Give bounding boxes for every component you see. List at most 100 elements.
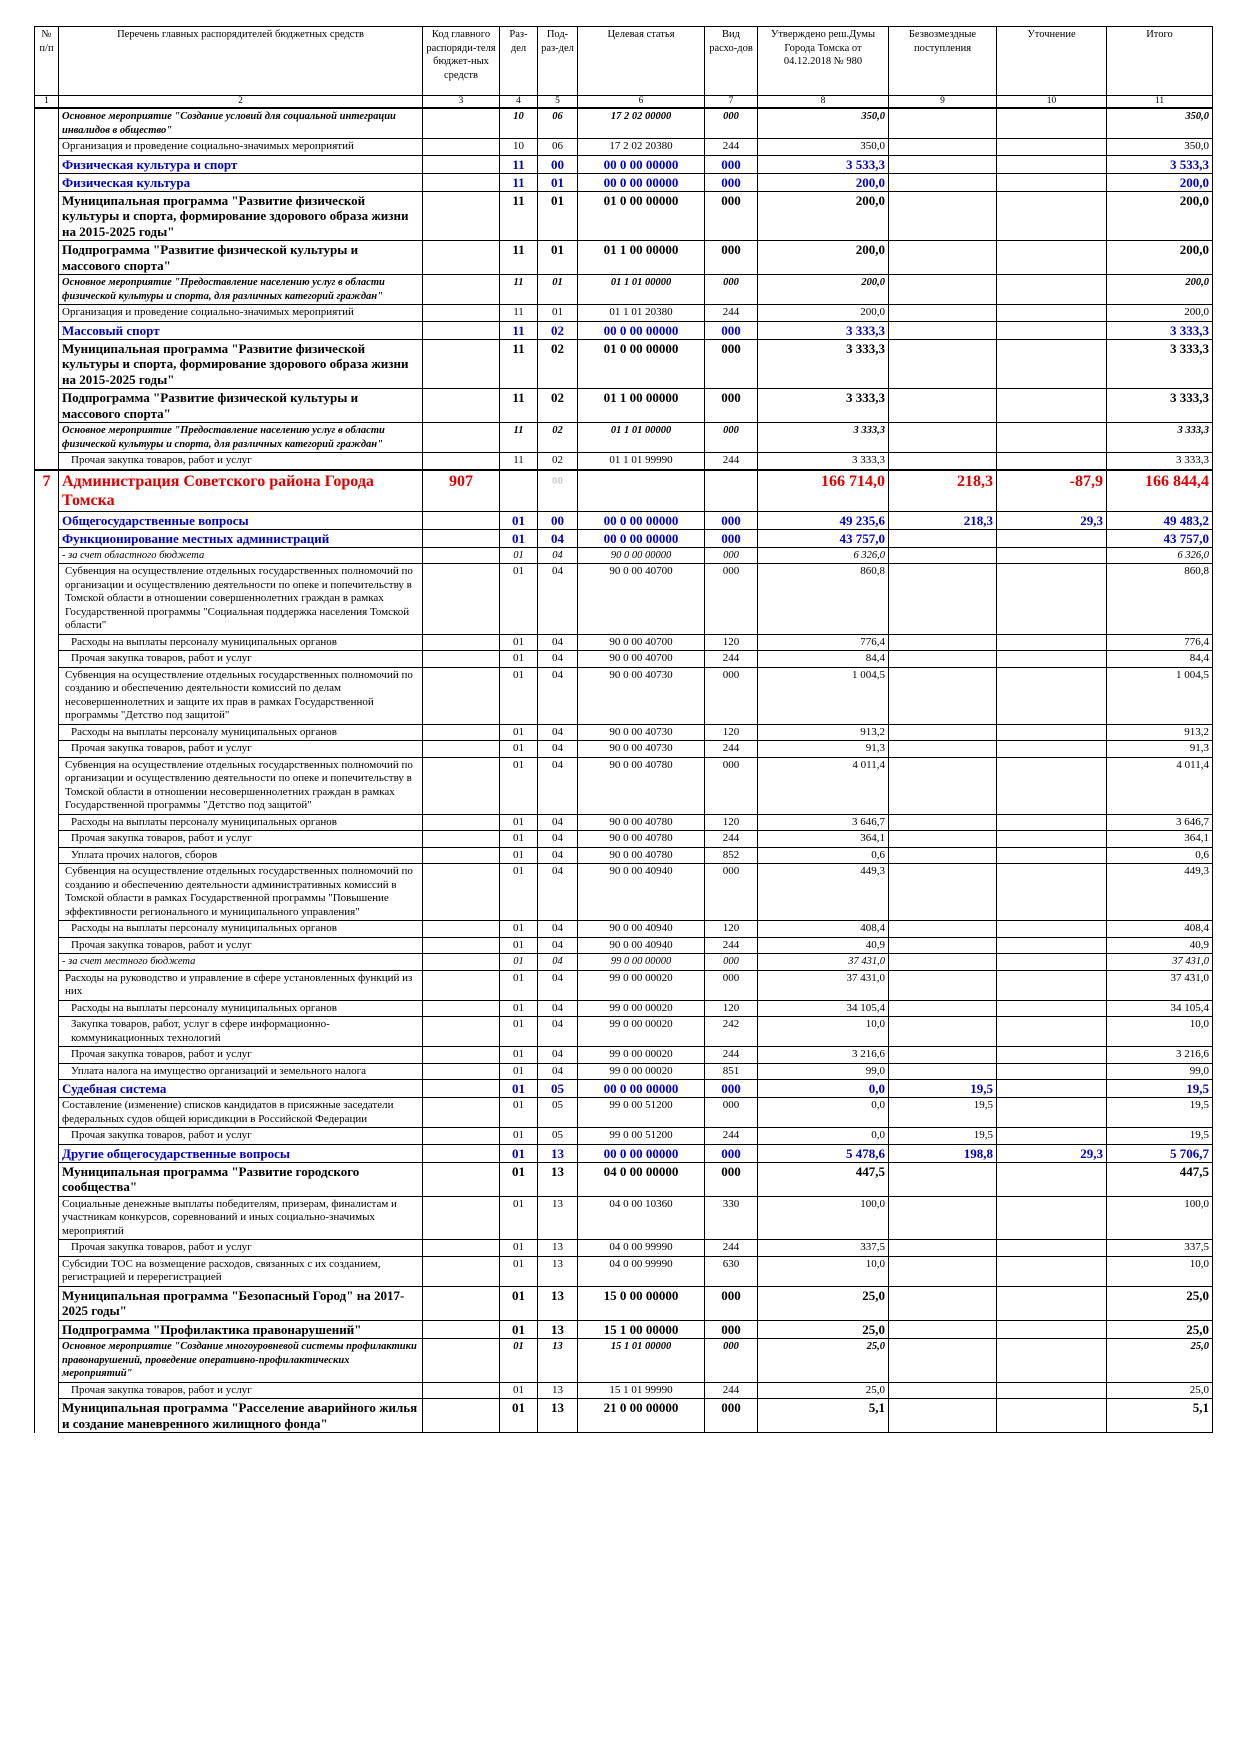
- cell: 242: [704, 1016, 758, 1047]
- cell: 000: [704, 1398, 758, 1433]
- table-row: Субсидии ТОС на возмещение расходов, свя…: [34, 1255, 1213, 1287]
- cell: 000: [704, 953, 758, 971]
- table-row: Расходы на выплаты персоналу муниципальн…: [34, 633, 1213, 651]
- cell: [888, 274, 997, 305]
- cell: [34, 563, 59, 634]
- cell: 01: [499, 1046, 538, 1064]
- table-row: Прочая закупка товаров, работ и услуг 01 0…: [34, 830, 1213, 848]
- cell: [996, 1097, 1107, 1128]
- cell: [996, 1381, 1107, 1399]
- cell: 244: [704, 936, 758, 954]
- cell: [34, 953, 59, 970]
- cell: 02: [537, 388, 578, 423]
- cell: 5 478,6: [757, 1143, 889, 1163]
- cell: 01: [499, 546, 538, 564]
- cell: 200,0: [1106, 172, 1213, 192]
- cell: 04: [537, 863, 578, 921]
- cell: [996, 1285, 1107, 1321]
- cell: 3 333,3: [1106, 320, 1213, 340]
- cell: 000: [704, 1161, 758, 1197]
- row-name: Расходы на выплаты персоналу муниципальн…: [58, 633, 423, 651]
- table-row: Субвенция на осуществление отдельных гос…: [34, 563, 1213, 635]
- cell: 43 757,0: [1106, 528, 1213, 548]
- cell: [888, 1319, 997, 1339]
- column-number: 11: [1106, 95, 1213, 109]
- cell: 01: [499, 846, 538, 864]
- cell: 350,0: [1106, 138, 1213, 156]
- cell: 4 011,4: [1106, 756, 1213, 815]
- cell: 000: [704, 338, 758, 389]
- cell: 90 0 00 40780: [577, 830, 705, 848]
- table-row: Муниципальная программа "Расселение авар…: [34, 1398, 1213, 1433]
- cell: [888, 320, 997, 340]
- cell: 13: [537, 1255, 578, 1287]
- cell: 244: [704, 452, 758, 470]
- cell: 04: [537, 969, 578, 1001]
- cell: 04: [537, 920, 578, 938]
- cell: [34, 1127, 59, 1144]
- cell: 05: [537, 1127, 578, 1145]
- cell: 05: [537, 1097, 578, 1128]
- row-name: Судебная система: [58, 1079, 423, 1098]
- cell: [996, 1319, 1107, 1339]
- cell: 04: [537, 723, 578, 741]
- cell: 04: [537, 953, 578, 971]
- cell: [996, 452, 1107, 470]
- cell: 218,3: [888, 510, 997, 530]
- cell: 25,0: [1106, 1285, 1213, 1321]
- cell: 19,5: [1106, 1079, 1213, 1098]
- cell: 337,5: [1106, 1239, 1213, 1257]
- cell: 01: [499, 830, 538, 848]
- cell: 84,4: [1106, 650, 1213, 668]
- cell: 91,3: [757, 740, 889, 758]
- cell: 200,0: [757, 304, 889, 322]
- cell: [888, 846, 997, 864]
- cell: [996, 999, 1107, 1017]
- cell: 13: [537, 1338, 578, 1383]
- cell: [888, 723, 997, 741]
- cell: [996, 172, 1107, 192]
- cell: [422, 274, 500, 305]
- cell: [888, 1062, 997, 1080]
- cell: 15 0 00 00000: [577, 1285, 705, 1321]
- cell: 01: [499, 1398, 538, 1433]
- row-name: Субсидии ТОС на возмещение расходов, свя…: [58, 1255, 423, 1287]
- cell: [422, 953, 500, 971]
- cell: 04 0 00 10360: [577, 1195, 705, 1240]
- cell: [996, 1016, 1107, 1047]
- cell: [34, 634, 59, 651]
- cell: [996, 953, 1107, 971]
- cell: 04: [537, 528, 578, 548]
- cell: 000: [704, 1097, 758, 1128]
- row-name: Функционирование местных администраций: [58, 528, 423, 548]
- cell: 244: [704, 1239, 758, 1257]
- cell: 04: [537, 1062, 578, 1080]
- cell: [996, 756, 1107, 815]
- cell: [34, 511, 59, 529]
- cell: 10,0: [1106, 1255, 1213, 1287]
- cell: [888, 920, 997, 938]
- cell: 90 0 00 40940: [577, 936, 705, 954]
- cell: 90 0 00 00000: [577, 546, 705, 564]
- table-row: - за счет местного бюджета 01 04 99 0 00 00…: [34, 953, 1213, 971]
- cell: [996, 846, 1107, 864]
- row-name: Основное мероприятие "Создание условий д…: [58, 107, 423, 139]
- cell: [996, 107, 1107, 139]
- row-name: - за счет областного бюджета: [58, 546, 423, 564]
- cell: 200,0: [757, 172, 889, 192]
- cell: 11: [499, 154, 538, 174]
- cell: [888, 154, 997, 174]
- cell: 10,0: [1106, 1016, 1213, 1047]
- cell: [888, 863, 997, 921]
- cell: 776,4: [1106, 633, 1213, 651]
- cell: 90 0 00 40780: [577, 813, 705, 831]
- cell: 3 333,3: [1106, 388, 1213, 423]
- cell: [422, 1161, 500, 1197]
- cell: [888, 107, 997, 139]
- table-row: Расходы на выплаты персоналу муниципальн…: [34, 813, 1213, 831]
- table-row: Муниципальная программа "Развитие городс…: [34, 1161, 1213, 1197]
- cell: 04: [537, 936, 578, 954]
- row-name: Основное мероприятие "Предоставление нас…: [58, 274, 423, 305]
- cell: [34, 740, 59, 757]
- cell: 05: [537, 1079, 578, 1098]
